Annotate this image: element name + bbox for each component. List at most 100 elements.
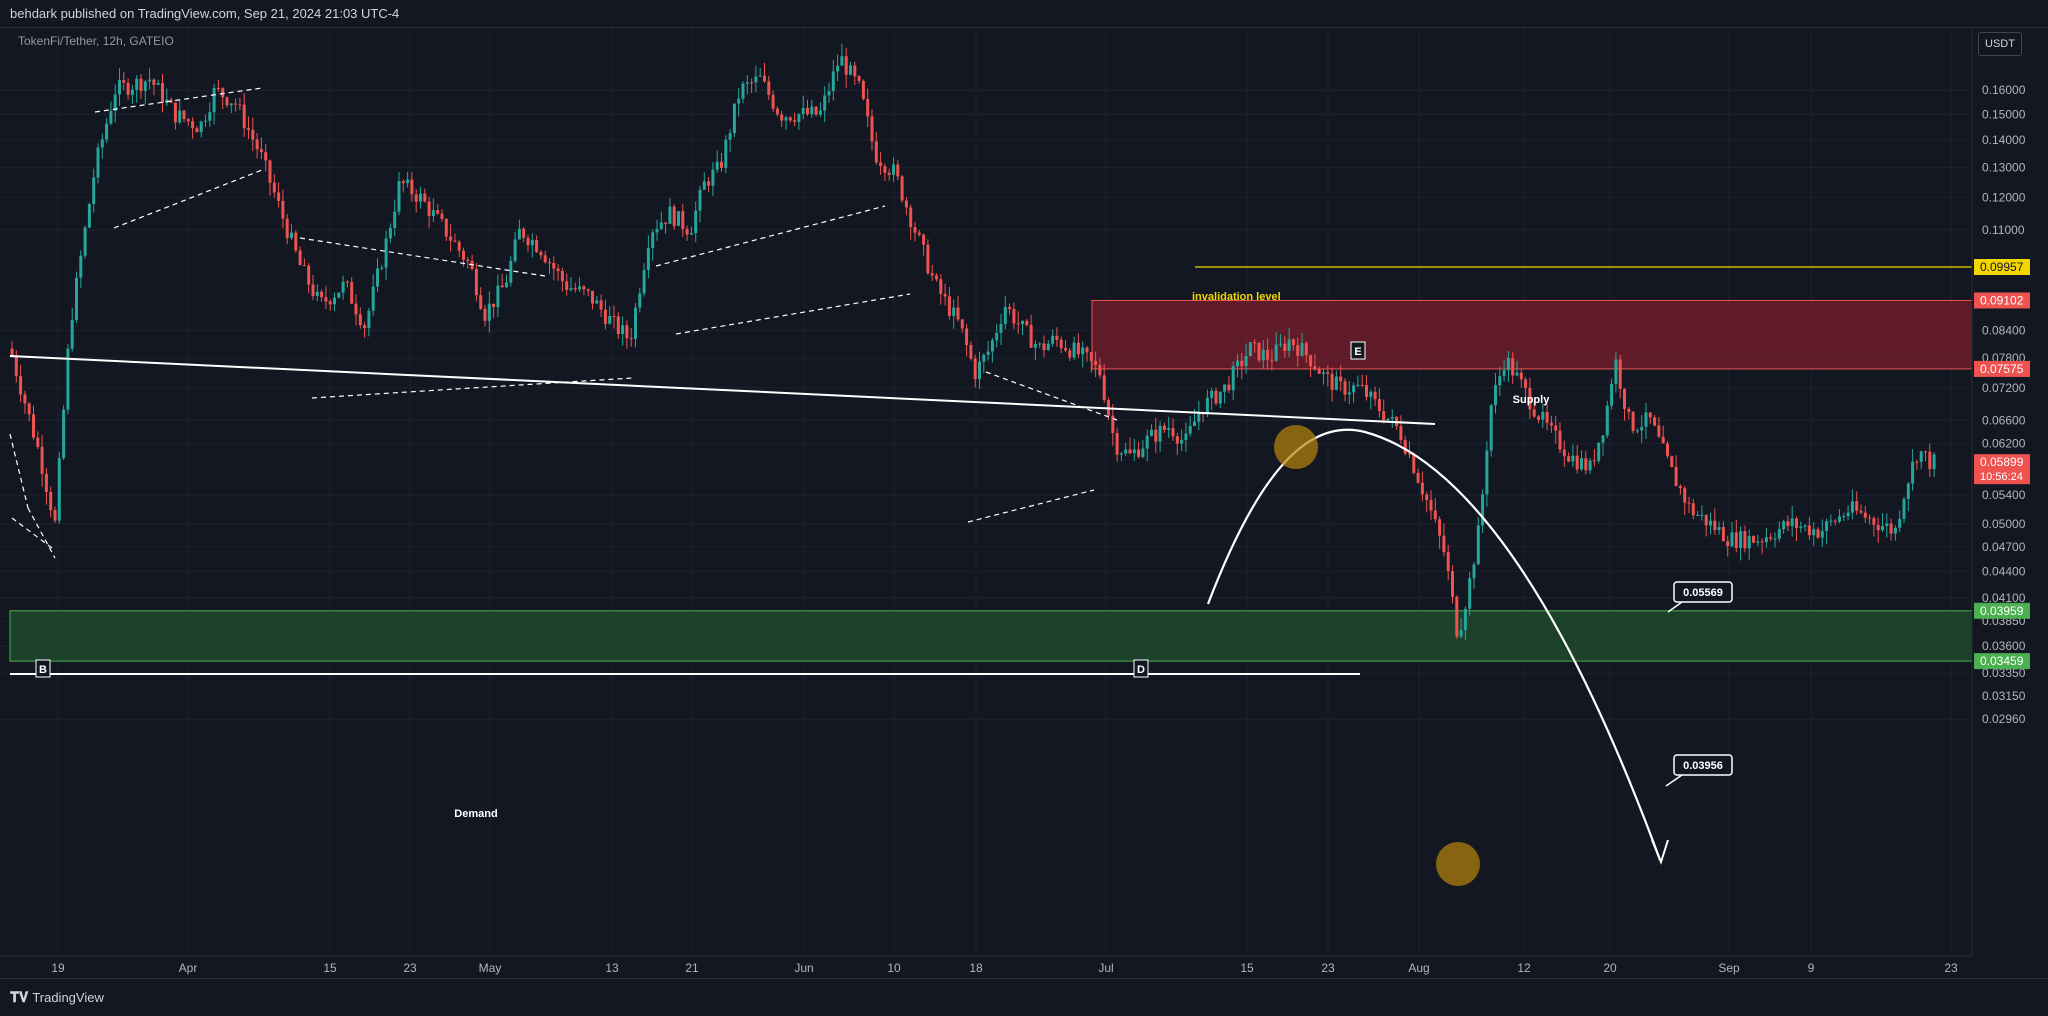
candle-body bbox=[216, 87, 220, 89]
candle-body bbox=[204, 120, 207, 122]
candle-body bbox=[952, 307, 956, 316]
candle-body bbox=[1838, 516, 1841, 522]
candle bbox=[767, 75, 771, 100]
candle-body bbox=[423, 193, 427, 202]
candle-body bbox=[1846, 512, 1850, 517]
chart-area[interactable]: B D E 0.05569 0.03956 invalidation level Suppl… bbox=[0, 28, 2048, 978]
price-label-invalidation: 0.09957 bbox=[1974, 259, 2030, 276]
candle-body bbox=[569, 288, 573, 290]
candle-body bbox=[199, 121, 203, 133]
candle-body bbox=[1425, 494, 1429, 500]
tradingview-logo[interactable]: 𝐓𝐕 TradingView bbox=[10, 989, 104, 1006]
candle-body bbox=[1850, 501, 1854, 513]
candle bbox=[973, 354, 977, 388]
candle-body bbox=[14, 355, 18, 376]
candle bbox=[1704, 514, 1708, 537]
candle-body bbox=[1270, 359, 1274, 361]
candle bbox=[1038, 342, 1042, 349]
price-tick-label: 0.04400 bbox=[1982, 564, 2026, 578]
candle-body bbox=[152, 79, 156, 85]
candle bbox=[1498, 366, 1502, 396]
candle-body bbox=[990, 340, 994, 352]
candle bbox=[53, 506, 57, 523]
candle-body bbox=[1059, 339, 1063, 349]
wave-label: B bbox=[35, 659, 51, 678]
candle bbox=[1833, 518, 1837, 526]
candle bbox=[1051, 329, 1055, 347]
candle bbox=[909, 204, 913, 240]
pattern-dashed-line bbox=[94, 87, 263, 113]
candle-body bbox=[449, 236, 453, 241]
time-tick-label: 21 bbox=[685, 961, 699, 975]
pattern-dashed-line bbox=[675, 293, 911, 335]
candle bbox=[1519, 368, 1523, 388]
candle bbox=[539, 250, 543, 260]
drawings: B D E 0.05569 0.03956 bbox=[9, 87, 1733, 886]
candle-body bbox=[453, 240, 457, 242]
candle bbox=[496, 274, 500, 317]
candle-body bbox=[1644, 412, 1648, 427]
candle-body bbox=[1309, 355, 1313, 367]
candle-body bbox=[1283, 343, 1287, 351]
candle-body bbox=[866, 99, 870, 117]
time-axis: 19 Apr 15 23 May 13 21 Jun 10 18 Jul 15 23 Aug 12 20 Sep… bbox=[51, 961, 1958, 975]
price-label-badge bbox=[1974, 292, 2030, 309]
candle bbox=[105, 117, 109, 143]
candle bbox=[573, 282, 577, 293]
candle bbox=[302, 258, 306, 267]
candle-body bbox=[900, 176, 904, 201]
candle bbox=[629, 327, 633, 347]
candle-body bbox=[1128, 449, 1132, 454]
candle-body bbox=[849, 65, 852, 75]
candle bbox=[741, 80, 745, 104]
time-tick-label: Aug bbox=[1408, 961, 1429, 975]
price-label-supply-bottom: 0.07575 bbox=[1974, 360, 2030, 377]
candle-body bbox=[1025, 320, 1029, 325]
candle bbox=[543, 250, 547, 264]
candle-body bbox=[436, 210, 440, 214]
candle-body bbox=[1734, 532, 1738, 549]
price-chart[interactable]: B D E 0.05569 0.03956 invalidation level Suppl… bbox=[0, 28, 2048, 978]
candle bbox=[1214, 387, 1218, 406]
candle bbox=[758, 67, 762, 78]
candle-body bbox=[522, 228, 526, 238]
candle-body bbox=[1691, 503, 1695, 516]
candle bbox=[694, 201, 698, 243]
candle bbox=[148, 68, 152, 90]
candle-body bbox=[1683, 488, 1687, 503]
candle-body bbox=[1528, 388, 1532, 410]
candle-body bbox=[1863, 512, 1867, 518]
candle bbox=[247, 116, 250, 139]
candle-body bbox=[1175, 436, 1179, 444]
candle bbox=[466, 256, 470, 269]
candle-body bbox=[19, 375, 23, 395]
candle bbox=[1064, 340, 1067, 353]
pattern-dashed-line bbox=[967, 489, 1095, 523]
candle bbox=[457, 239, 461, 258]
candle bbox=[1635, 428, 1639, 434]
candle bbox=[784, 115, 788, 130]
candle bbox=[410, 172, 414, 202]
candle-body bbox=[1227, 384, 1231, 391]
candle-body bbox=[100, 139, 104, 148]
candle bbox=[143, 80, 147, 105]
candle-body bbox=[135, 78, 139, 90]
candle-body bbox=[539, 251, 543, 256]
candle-body bbox=[1782, 521, 1786, 530]
candle bbox=[49, 486, 53, 518]
candle bbox=[960, 319, 964, 333]
price-label-badge bbox=[1974, 259, 2030, 276]
candle bbox=[926, 239, 930, 275]
candle-body bbox=[66, 348, 70, 410]
currency-unit-button[interactable]: USDT bbox=[1978, 32, 2022, 56]
candle bbox=[1696, 511, 1700, 517]
candle bbox=[1145, 429, 1149, 462]
candle-body bbox=[27, 403, 31, 415]
time-tick-label: 23 bbox=[403, 961, 417, 975]
candle bbox=[1657, 416, 1661, 439]
candle bbox=[1119, 451, 1123, 461]
candle bbox=[935, 273, 938, 282]
candle bbox=[638, 287, 642, 313]
candle-body bbox=[1205, 397, 1209, 415]
candle-body bbox=[1244, 356, 1248, 367]
